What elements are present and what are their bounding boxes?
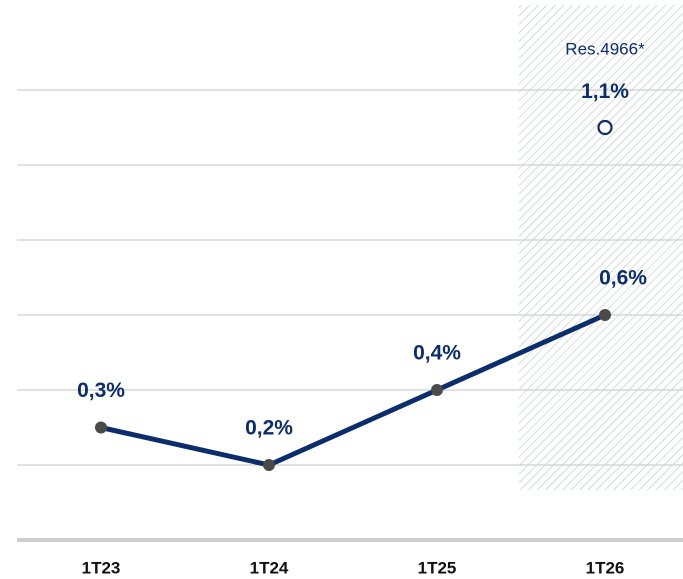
data-point	[599, 309, 611, 321]
shaded-region	[519, 5, 683, 490]
annotation-point	[597, 119, 613, 136]
x-tick-label: 1T23	[82, 558, 121, 577]
annotation-text: Res.4966*	[565, 39, 645, 58]
annotation-value-label: 1,1%	[581, 80, 629, 103]
data-label: 0,2%	[245, 417, 293, 440]
data-point	[263, 459, 275, 471]
data-label: 0,4%	[413, 342, 461, 365]
x-tick-label: 1T25	[418, 558, 457, 577]
data-point	[431, 384, 443, 396]
x-tick-label: 1T24	[250, 558, 289, 577]
line	[100, 312, 607, 468]
x-tick-label: 1T26	[586, 558, 625, 577]
data-label: 0,6%	[599, 267, 647, 290]
data-point	[95, 421, 107, 434]
data-label: 0,3%	[77, 379, 125, 402]
